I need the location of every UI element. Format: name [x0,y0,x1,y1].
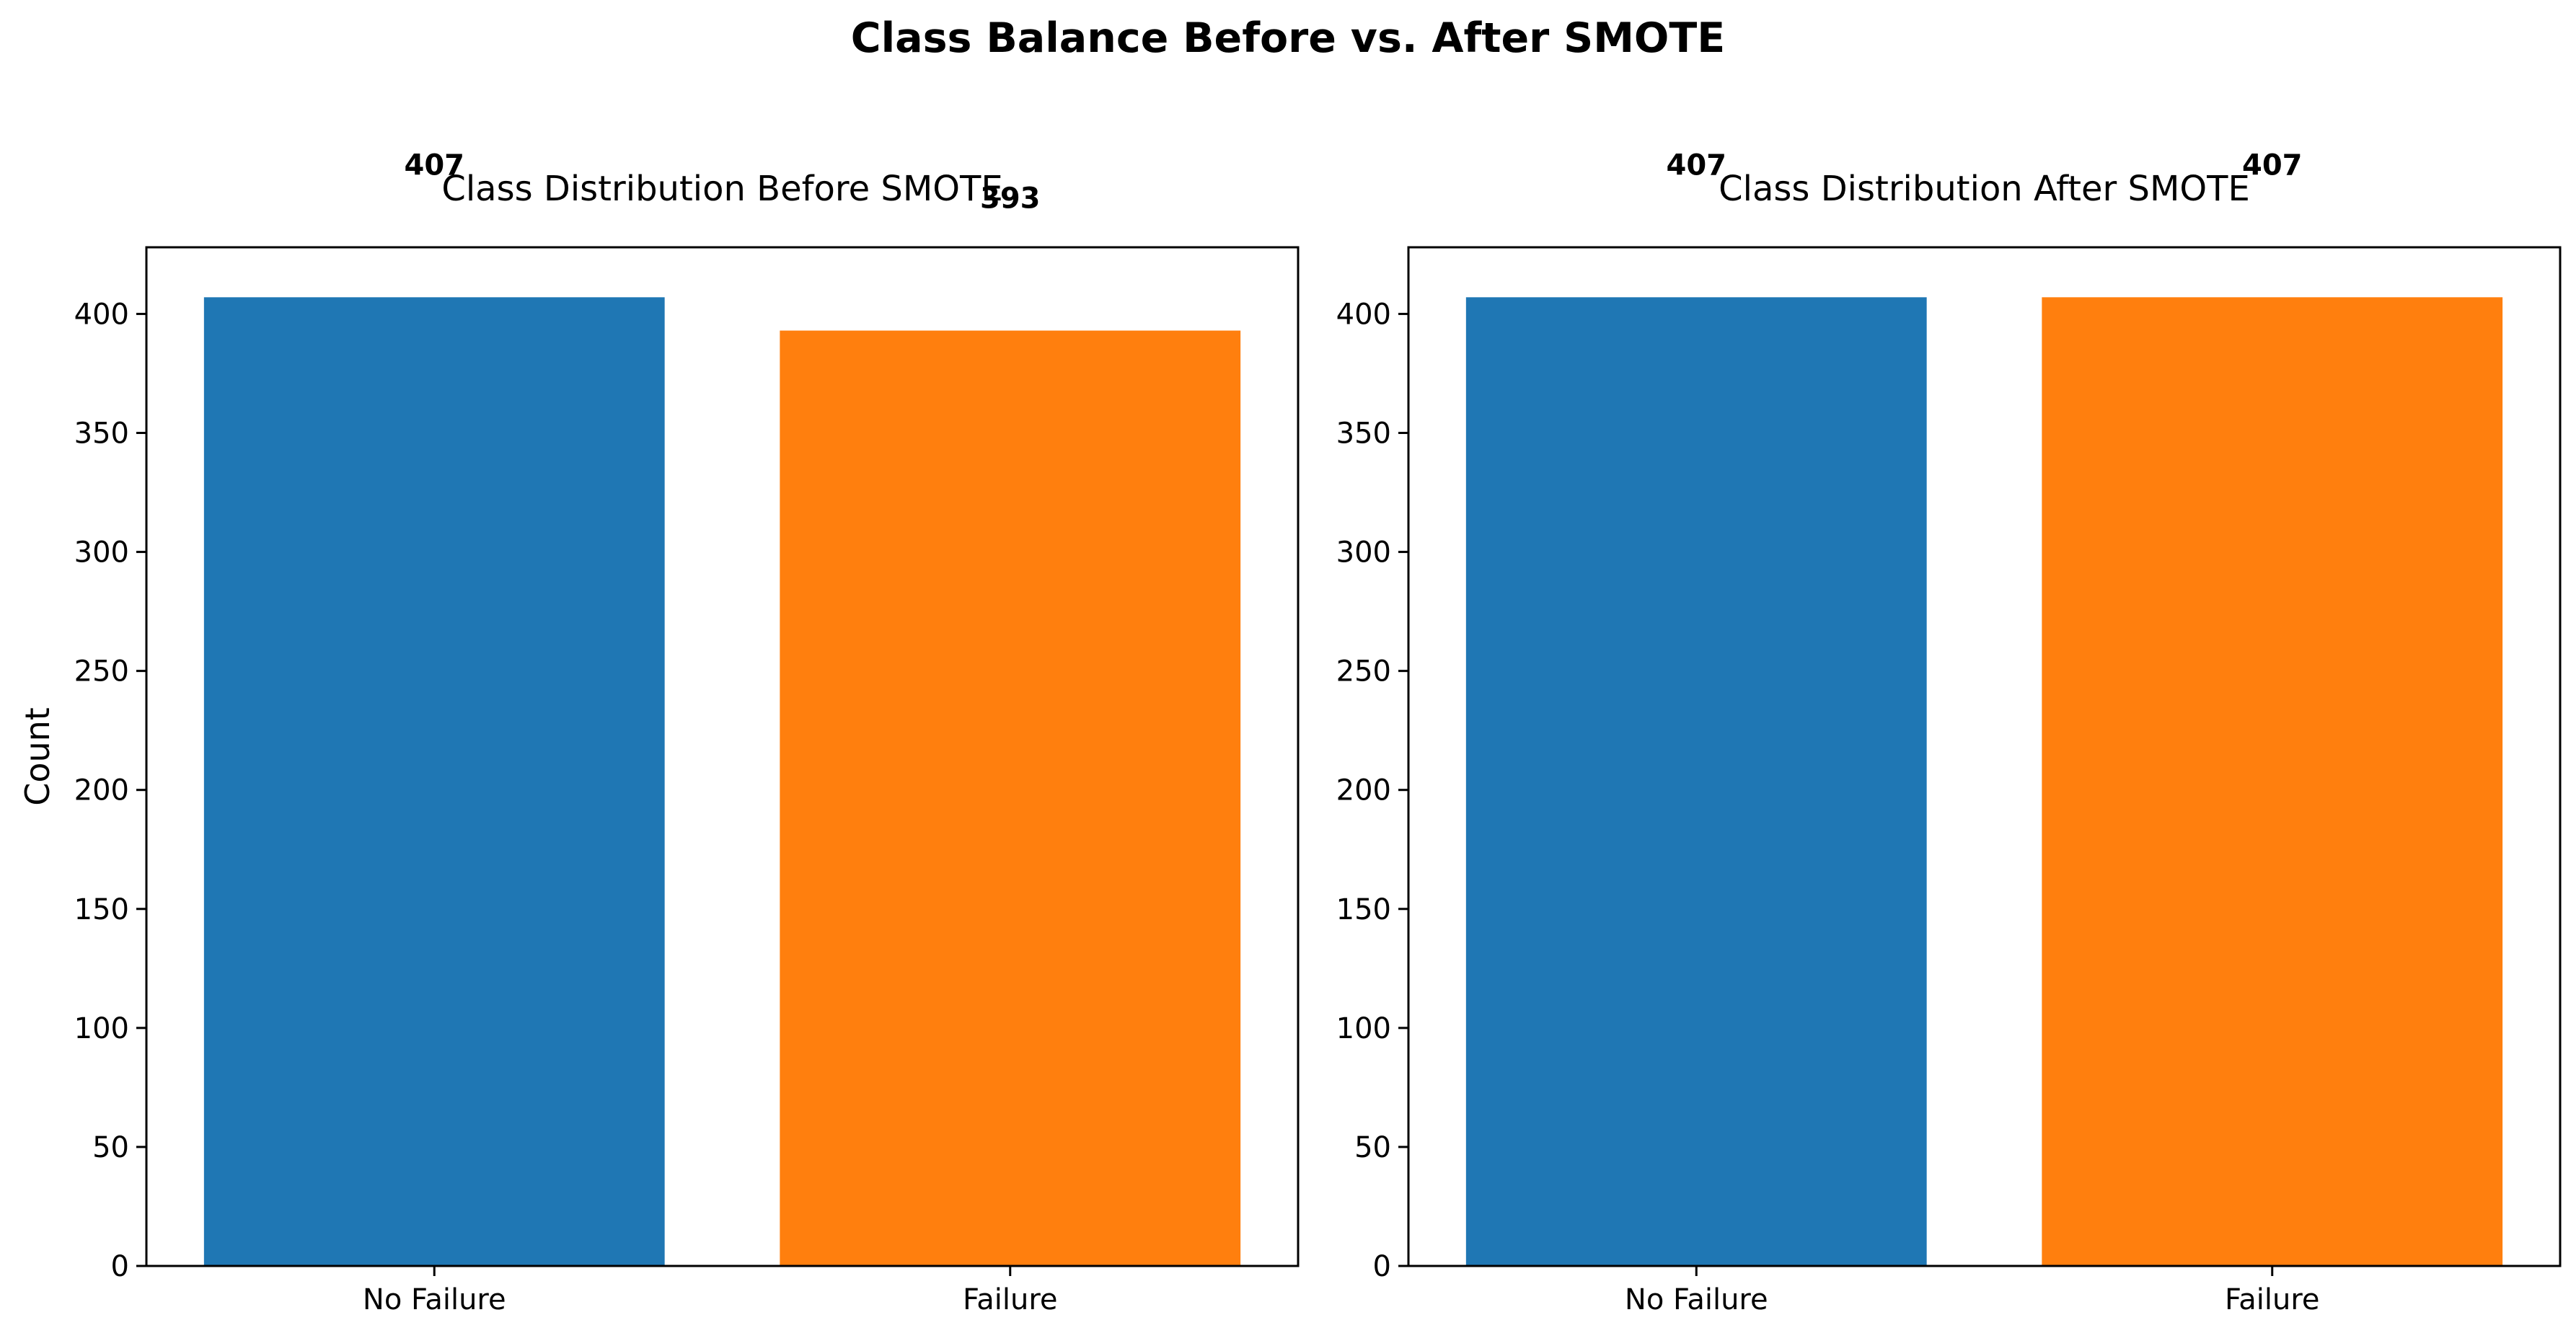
y-tick-label: 150 [74,893,129,926]
bar-no-failure [1465,297,1927,1266]
axes-title: Class Distribution After SMOTE [1719,169,2250,209]
data-label-no-failure: 407 [405,149,465,182]
axes-frame [1407,246,2562,1267]
y-tick-label: 300 [1336,536,1391,570]
y-tick-label: 400 [1336,298,1391,331]
bar-no-failure [203,297,665,1266]
x-tick-label: Failure [963,1283,1058,1316]
x-tick-label: No Failure [363,1283,506,1316]
x-tick-label: Failure [2225,1283,2320,1316]
bar-failure [2042,297,2503,1266]
y-tick-label: 150 [1336,893,1391,926]
y-tick-label: 0 [1373,1250,1391,1283]
y-tick-label: 200 [1336,774,1391,807]
panel-after: 0 50 100 150 200 250 300 350 400 No Failure Failur… [1336,149,2562,1316]
y-tick-label: 300 [74,536,129,570]
data-label-failure: 393 [980,182,1041,216]
axes-title: Class Distribution Before SMOTE [441,169,1002,209]
data-label-failure: 407 [2242,149,2303,182]
axes-frame [145,246,1300,1267]
y-tick-label: 50 [92,1131,129,1164]
panel-before: 0 50 100 150 200 250 300 350 400 No Failure Failur… [18,149,1300,1316]
y-tick-label: 250 [1336,655,1391,688]
y-tick-label: 350 [1336,417,1391,451]
y-axis-label: Count [18,707,57,806]
y-tick-label: 0 [111,1250,129,1283]
y-tick-label: 50 [1354,1131,1391,1164]
data-label-no-failure: 407 [1667,149,1727,182]
y-tick-label: 250 [74,655,129,688]
y-tick-label: 100 [74,1012,129,1045]
y-tick-label: 100 [1336,1012,1391,1045]
y-tick-label: 200 [74,774,129,807]
figure-title: Class Balance Before vs. After SMOTE [851,14,1725,62]
y-tick-label: 400 [74,298,129,331]
x-tick-label: No Failure [1625,1283,1768,1316]
y-tick-label: 350 [74,417,129,451]
bar-failure [780,330,1241,1266]
